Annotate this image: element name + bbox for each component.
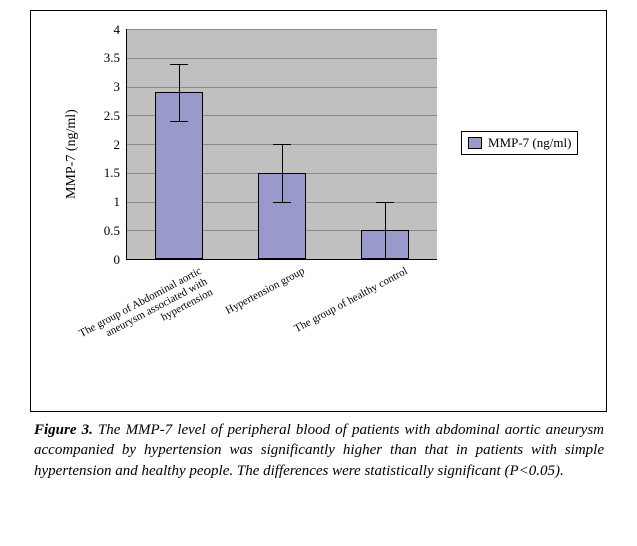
error-bar-cap bbox=[376, 202, 394, 203]
y-tick-label: 0 bbox=[84, 252, 120, 268]
legend-label: MMP-7 (ng/ml) bbox=[488, 135, 571, 151]
figure-container: MMP-7 (ng/ml) 0 0.5 1 1.5 2 2.5 3 3.5 4 The grou… bbox=[0, 0, 637, 546]
error-bar-cap bbox=[273, 202, 291, 203]
gridline bbox=[127, 58, 437, 59]
gridline bbox=[127, 87, 437, 88]
figure-caption: Figure 3. The MMP-7 level of peripheral … bbox=[34, 420, 604, 481]
legend: MMP-7 (ng/ml) bbox=[461, 131, 578, 155]
plot-area bbox=[126, 29, 437, 260]
figure-label: Figure 3. bbox=[34, 422, 93, 438]
y-tick-label: 2 bbox=[84, 137, 120, 153]
y-tick-label: 1 bbox=[84, 194, 120, 210]
chart-frame: MMP-7 (ng/ml) 0 0.5 1 1.5 2 2.5 3 3.5 4 The grou… bbox=[30, 10, 607, 412]
error-bar-cap bbox=[376, 259, 394, 260]
y-tick-label: 3.5 bbox=[84, 50, 120, 66]
error-bar-cap bbox=[273, 144, 291, 145]
y-tick-label: 1.5 bbox=[84, 165, 120, 181]
y-tick-label: 0.5 bbox=[84, 223, 120, 239]
error-bar bbox=[179, 64, 180, 122]
error-bar bbox=[282, 144, 283, 202]
y-tick-label: 3 bbox=[84, 79, 120, 95]
legend-swatch-icon bbox=[468, 137, 482, 149]
error-bar-cap bbox=[170, 64, 188, 65]
gridline bbox=[127, 29, 437, 30]
x-tick-label: The group of Abdominal aortic aneurysm a… bbox=[48, 265, 215, 377]
caption-text: The MMP-7 level of peripheral blood of p… bbox=[34, 422, 604, 479]
error-bar-cap bbox=[170, 121, 188, 122]
error-bar bbox=[385, 202, 386, 260]
y-tick-label: 4 bbox=[84, 22, 120, 38]
y-tick-label: 2.5 bbox=[84, 108, 120, 124]
y-axis-label: MMP-7 (ng/ml) bbox=[64, 109, 80, 199]
